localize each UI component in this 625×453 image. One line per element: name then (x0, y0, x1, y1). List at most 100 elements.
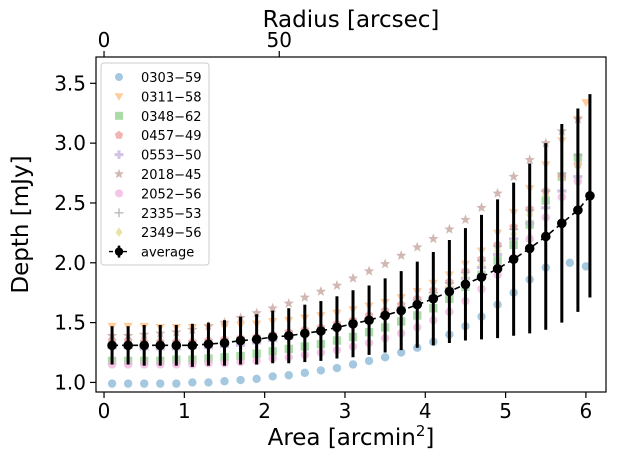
legend-entry: 0311−58 (114, 90, 202, 105)
data-point (315, 286, 327, 296)
legend-marker (115, 73, 123, 81)
x-tick-label: 6 (580, 399, 593, 423)
top-x-tick-label: 50 (267, 28, 292, 52)
data-point (316, 326, 326, 336)
legend-label: 0303−59 (141, 71, 202, 86)
data-point (123, 340, 133, 351)
data-point (332, 322, 342, 333)
legend-entry: 2335−53 (114, 207, 202, 222)
data-point (348, 319, 358, 329)
data-point (412, 299, 423, 310)
data-point (460, 279, 471, 290)
data-point (524, 154, 535, 165)
top-x-axis-title: Radius [arcsec] (263, 7, 440, 33)
legend: 0303−59 0311−58 0348−62 0457−49 0553−50 2018−… (100, 62, 210, 266)
legend-entry: 2349−56 (115, 226, 202, 241)
legend-frame (100, 62, 210, 266)
data-point (581, 99, 591, 108)
x-axis-title-superscript: 2 (416, 422, 426, 440)
legend-label: 0311−58 (141, 90, 202, 105)
data-point (363, 265, 375, 276)
data-point (300, 328, 310, 339)
data-point (396, 250, 407, 261)
legend-marker (115, 189, 123, 198)
legend-label: 2018−45 (141, 168, 202, 183)
legend-marker (115, 111, 123, 120)
data-point (508, 171, 519, 182)
legend-label: 0553−50 (141, 149, 202, 164)
axes-frame (95, 56, 607, 393)
legend-label: 2052−56 (141, 187, 202, 202)
data-point (565, 258, 575, 267)
data-point (380, 310, 390, 321)
data-point (585, 190, 595, 201)
data-point (299, 292, 311, 302)
data-point (187, 340, 198, 351)
y-tick-label: 3.0 (54, 131, 86, 155)
data-point (123, 379, 133, 388)
data-point (139, 379, 149, 388)
data-point (155, 340, 166, 351)
data-point (379, 258, 391, 269)
data-point (348, 360, 358, 369)
legend-entry: 2052−56 (115, 187, 202, 202)
data-point (251, 334, 262, 345)
data-point (444, 286, 455, 297)
data-point (428, 233, 439, 244)
legend-entry: 0348−62 (115, 110, 202, 125)
data-point (428, 293, 439, 304)
legend-marker (114, 208, 124, 218)
data-point (540, 231, 551, 242)
data-point (396, 305, 406, 316)
data-point (444, 223, 455, 234)
data-point (492, 263, 503, 274)
y-axis-ticks: 1.0 1.5 2.0 2.5 3.0 3.5 (54, 71, 96, 394)
data-point (476, 202, 487, 213)
data-point (300, 368, 310, 378)
data-point (219, 338, 230, 348)
data-point (316, 366, 326, 375)
legend-marker (114, 93, 124, 101)
data-point (332, 363, 342, 373)
data-point (283, 330, 294, 341)
data-point (364, 356, 374, 366)
data-point (492, 187, 503, 198)
legend-entry: average (109, 245, 194, 261)
data-point (107, 340, 117, 351)
top-x-axis-ticks: 050100150200250300350 (98, 28, 292, 57)
legend-entry: 2018−45 (114, 168, 202, 183)
x-axis-title: Area [arcmin2] (268, 422, 435, 451)
legend-items: 0303−59 0311−58 0348−62 0457−49 0553−50 2018−… (109, 71, 202, 261)
data-point (236, 375, 245, 385)
x-axis-ticks: 0 1 2 3 4 5 6 (98, 392, 593, 423)
data-point (204, 378, 213, 387)
x-tick-label: 0 (98, 399, 111, 423)
data-point (268, 372, 277, 381)
x-tick-label: 1 (178, 399, 191, 423)
data-point (283, 298, 294, 308)
data-point (476, 272, 487, 282)
x-axis-title-main: Area [arcmin (268, 425, 416, 451)
legend-label: 0348−62 (141, 110, 202, 125)
x-axis-title-close: ] (425, 425, 434, 451)
data-point (203, 339, 214, 349)
data-point (284, 371, 293, 380)
data-point (540, 137, 551, 148)
legend-label: 2349−56 (141, 226, 202, 241)
y-tick-label: 2.0 (54, 251, 86, 275)
legend-entry: 0553−50 (114, 149, 202, 164)
plot-area (106, 94, 595, 388)
data-point (524, 243, 535, 254)
legend-marker (114, 130, 124, 139)
data-point (396, 348, 406, 357)
data-point (172, 379, 181, 388)
data-point (235, 335, 246, 346)
data-point (380, 353, 390, 362)
data-point (364, 315, 374, 326)
data-point (581, 262, 591, 271)
data-point (267, 302, 278, 313)
legend-entry: 0303−59 (115, 71, 202, 86)
legend-marker (115, 227, 123, 237)
data-point (156, 379, 165, 388)
legend-marker (114, 247, 124, 256)
